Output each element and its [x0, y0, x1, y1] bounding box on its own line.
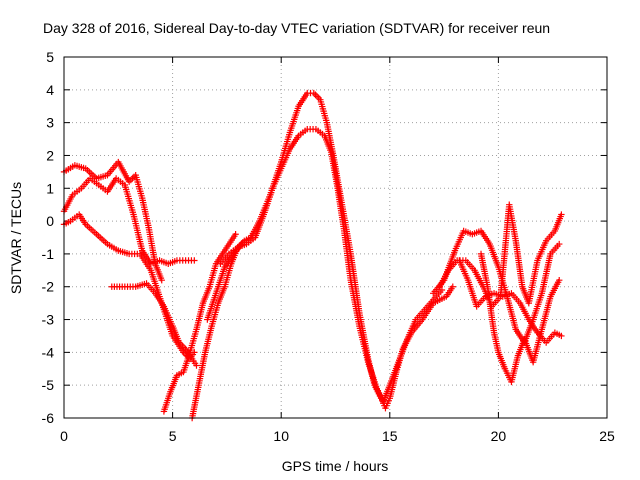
series-track-6	[188, 234, 254, 422]
series-track-12	[477, 250, 563, 386]
data-point	[191, 257, 198, 264]
x-tick-label: 25	[599, 428, 615, 444]
y-tick-label: 0	[46, 213, 54, 229]
data-point	[232, 231, 239, 238]
y-tick-label: 2	[46, 147, 54, 163]
x-tick-label: 5	[169, 428, 177, 444]
y-tick-label: 3	[46, 115, 54, 131]
series-track-7	[204, 89, 456, 412]
plot-frame	[63, 56, 608, 419]
data-point	[556, 240, 563, 248]
data-point	[449, 283, 456, 290]
y-tick-label: -5	[42, 377, 55, 393]
y-axis-label: SDTVAR / TECUs	[8, 182, 24, 294]
y-tick-label: -4	[42, 344, 55, 360]
series-track-8	[217, 126, 446, 405]
ticks: 0 5 10 15 20 25 -6 -5 -4 -3 -2 -1 0 1 2 3 4 5	[42, 49, 615, 444]
x-tick-label: 15	[382, 428, 398, 444]
y-tick-label: 1	[46, 180, 54, 196]
data-point	[558, 332, 565, 340]
y-tick-label: -6	[42, 410, 55, 426]
series-track-11	[456, 257, 565, 346]
chart-title: Day 328 of 2016, Sidereal Day-to-day VTE…	[43, 20, 550, 36]
series-track-4	[108, 280, 200, 369]
y-tick-label: -1	[42, 246, 55, 262]
x-tick-label: 10	[273, 428, 289, 444]
x-tick-label: 0	[60, 428, 68, 444]
x-tick-label: 20	[491, 428, 507, 444]
data-point	[556, 276, 563, 284]
x-axis-label: GPS time / hours	[282, 458, 389, 474]
data-point	[193, 362, 200, 369]
data-point	[558, 211, 565, 218]
data-marks	[60, 89, 565, 422]
y-tick-label: -3	[42, 312, 55, 328]
y-tick-label: -2	[42, 279, 55, 295]
data-point	[158, 276, 165, 284]
y-tick-label: 4	[46, 82, 54, 98]
data-point	[438, 286, 446, 294]
series-track-2	[60, 175, 198, 267]
grid	[64, 57, 607, 418]
y-tick-label: 5	[46, 49, 54, 65]
series-track-1	[60, 158, 165, 284]
